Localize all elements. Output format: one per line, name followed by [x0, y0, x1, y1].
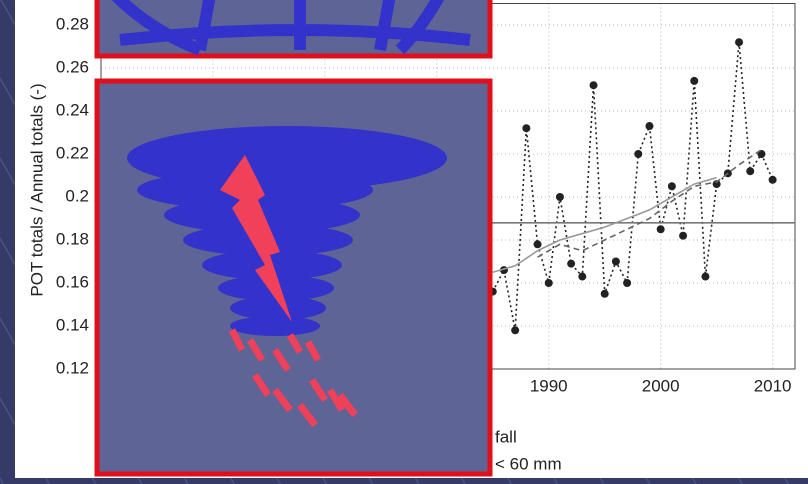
legend-text: fall [495, 427, 517, 446]
point [645, 122, 654, 131]
point [623, 279, 632, 287]
point [634, 150, 643, 158]
point [746, 167, 755, 176]
point [701, 272, 710, 281]
point [656, 225, 665, 234]
y-axis-label: POT totals / Annual totals (-) [27, 83, 46, 296]
x-tick-label: 2010 [754, 376, 792, 395]
point [578, 272, 587, 281]
x-tick-label: 1990 [530, 376, 568, 395]
x-tick-label: 2000 [642, 376, 680, 395]
point [768, 175, 777, 184]
point [533, 240, 542, 249]
y-tick-label: 0.18 [56, 229, 89, 248]
y-tick-label: 0.24 [56, 100, 89, 119]
y-tick-label: 0.26 [56, 57, 89, 76]
point [679, 231, 688, 240]
point [712, 180, 721, 189]
point [667, 182, 676, 191]
point [511, 326, 520, 335]
y-tick-label: 0.28 [56, 14, 89, 33]
legend-text: < 60 mm [495, 454, 562, 473]
icon-tornado [94, 78, 493, 477]
icon-top [94, 0, 493, 59]
point [544, 279, 553, 287]
point [735, 38, 744, 47]
point [555, 193, 564, 201]
point [600, 289, 609, 298]
y-tick-label: 0.22 [56, 143, 89, 162]
y-tick-label: 0.16 [56, 272, 89, 291]
point [522, 124, 531, 133]
point [567, 259, 576, 268]
series-line [492, 176, 717, 274]
y-tick-label: 0.2 [65, 186, 89, 205]
y-tick-label: 0.12 [56, 358, 89, 377]
series-line [537, 149, 762, 258]
point [589, 81, 598, 90]
point [611, 257, 620, 266]
point [690, 76, 699, 85]
y-tick-label: 0.14 [56, 315, 89, 334]
